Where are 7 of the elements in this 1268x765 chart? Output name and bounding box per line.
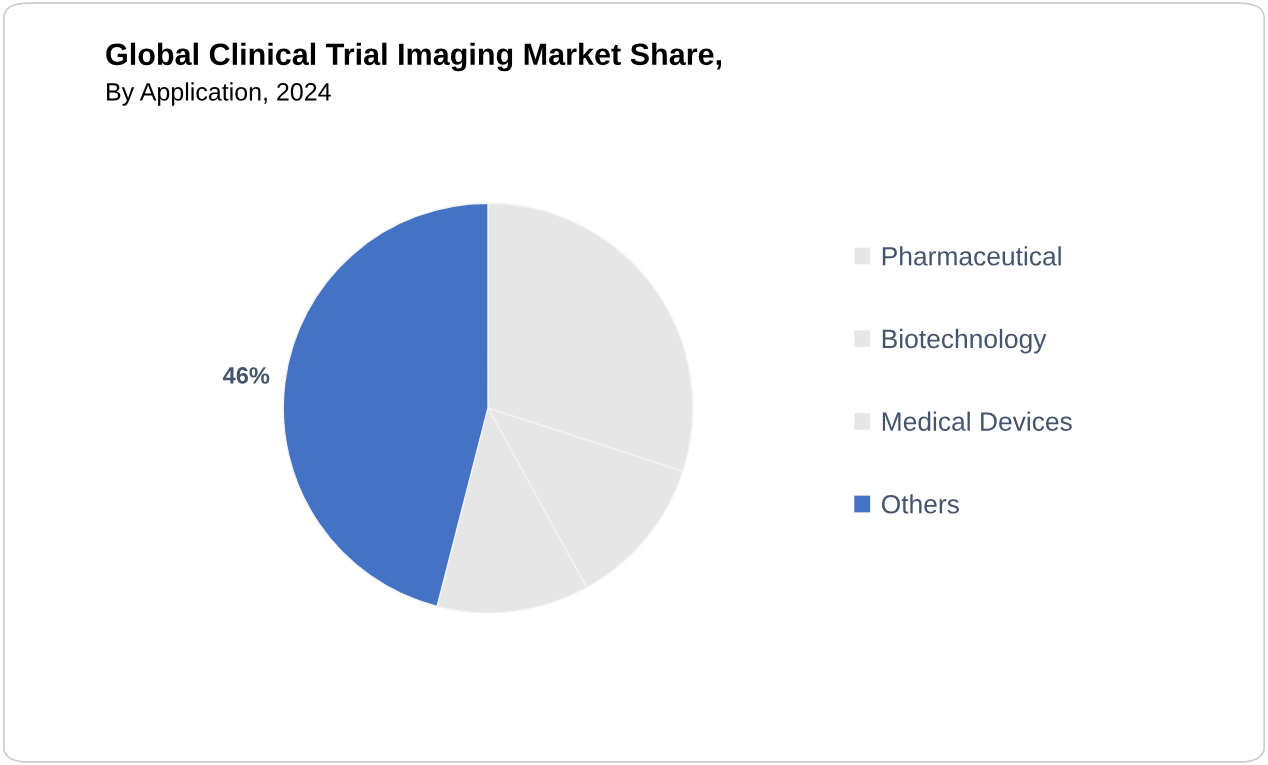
chart-subtitle: By Application, 2024: [107, 82, 331, 106]
legend-label: Medical Devices: [882, 411, 1072, 431]
legend-label: Pharmaceutical: [882, 246, 1061, 266]
legend-label: Others: [881, 494, 959, 514]
chart-title: Global Clinical Trial Imaging Market Share,: [106, 42, 722, 72]
data-label: 46%: [222, 367, 270, 384]
legend-label: Biotechnology: [882, 328, 1047, 354]
